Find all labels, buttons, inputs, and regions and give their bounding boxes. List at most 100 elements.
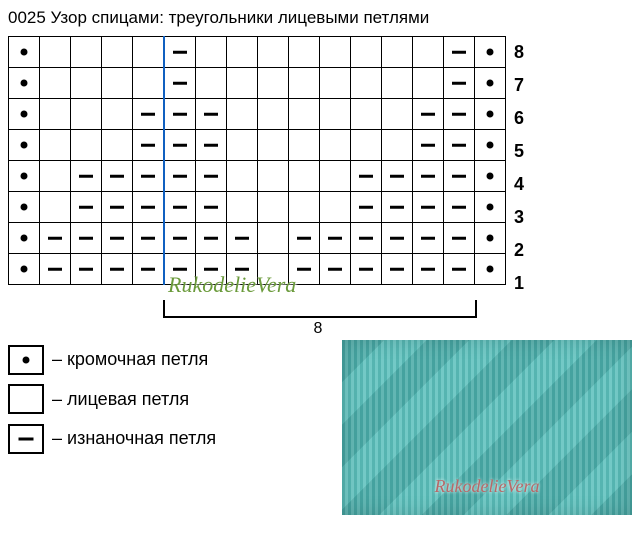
chart-cell [227, 223, 258, 254]
chart-cell [289, 37, 320, 68]
chart-cell [413, 254, 444, 285]
chart-cell [40, 161, 71, 192]
chart-cell [196, 192, 227, 223]
legend-purl-label: – изнаночная петля [52, 419, 216, 459]
chart-cell [413, 161, 444, 192]
dot-icon [8, 345, 44, 375]
row-number: 7 [514, 69, 524, 102]
chart-cell [40, 68, 71, 99]
chart-cell [289, 254, 320, 285]
chart-cell [164, 192, 196, 223]
chart-cell [133, 68, 165, 99]
chart-cell [102, 161, 133, 192]
chart-cell [164, 37, 196, 68]
chart-cell [258, 99, 289, 130]
chart-cell [351, 68, 382, 99]
chart-cell [71, 254, 102, 285]
chart-cell [196, 99, 227, 130]
chart-cell [9, 130, 40, 161]
chart-cell [413, 37, 444, 68]
chart-cell [475, 161, 506, 192]
chart-cell [71, 99, 102, 130]
legend-knit-label: – лицевая петля [52, 380, 189, 420]
chart-cell [258, 37, 289, 68]
chart-cell [102, 99, 133, 130]
chart-cell [258, 68, 289, 99]
chart-cell [320, 223, 351, 254]
row-number: 3 [514, 201, 524, 234]
chart-cell [413, 99, 444, 130]
chart-cell [40, 192, 71, 223]
chart-cell [9, 68, 40, 99]
chart-cell [351, 192, 382, 223]
chart-cell [102, 68, 133, 99]
chart-cell [164, 161, 196, 192]
chart-cell [475, 99, 506, 130]
chart-cell [40, 254, 71, 285]
chart-area: 87654321 [8, 36, 632, 300]
chart-cell [133, 161, 165, 192]
chart-cell [133, 223, 165, 254]
chart-cell [351, 37, 382, 68]
chart-cell [258, 223, 289, 254]
chart-cell [444, 37, 475, 68]
chart-cell [102, 130, 133, 161]
dash-icon [8, 424, 44, 454]
chart-cell [289, 223, 320, 254]
chart-cell [475, 68, 506, 99]
chart-cell [9, 161, 40, 192]
chart-cell [289, 130, 320, 161]
chart-cell [102, 254, 133, 285]
chart-cell [289, 161, 320, 192]
chart-cell [196, 37, 227, 68]
chart-cell [71, 37, 102, 68]
chart-cell [71, 68, 102, 99]
chart-cell [444, 254, 475, 285]
empty-icon [8, 384, 44, 414]
chart-cell [227, 192, 258, 223]
chart-cell [102, 192, 133, 223]
chart-cell [164, 223, 196, 254]
chart-cell [382, 130, 413, 161]
chart-cell [382, 192, 413, 223]
chart-cell [9, 37, 40, 68]
chart-cell [40, 130, 71, 161]
chart-cell [196, 130, 227, 161]
chart-cell [382, 254, 413, 285]
row-number: 2 [514, 234, 524, 267]
chart-cell [475, 223, 506, 254]
chart-cell [133, 254, 165, 285]
legend-purl: – изнаночная петля [8, 419, 216, 459]
chart-cell [71, 130, 102, 161]
chart-cell [196, 161, 227, 192]
chart-cell [9, 99, 40, 130]
chart-cell [164, 68, 196, 99]
chart-cell [9, 192, 40, 223]
legend-edge: – кромочная петля [8, 340, 216, 380]
chart-cell [475, 130, 506, 161]
chart-cell [196, 223, 227, 254]
chart-cell [475, 254, 506, 285]
chart-cell [227, 37, 258, 68]
chart-cell [351, 99, 382, 130]
chart-cell [40, 37, 71, 68]
chart-cell [258, 161, 289, 192]
chart-cell [102, 37, 133, 68]
knit-swatch-photo: RukodelieVera [342, 340, 632, 515]
chart-cell [227, 161, 258, 192]
chart-cell [289, 99, 320, 130]
row-number: 5 [514, 135, 524, 168]
chart-cell [102, 223, 133, 254]
chart-cell [133, 192, 165, 223]
chart-cell [227, 68, 258, 99]
chart-cell [320, 130, 351, 161]
chart-cell [289, 68, 320, 99]
chart-cell [413, 192, 444, 223]
chart-cell [258, 130, 289, 161]
chart-cell [444, 99, 475, 130]
chart-cell [289, 192, 320, 223]
chart-cell [133, 130, 165, 161]
chart-cell [382, 223, 413, 254]
pattern-title: 0025 Узор спицами: треугольники лицевыми… [8, 8, 632, 28]
chart-cell [227, 254, 258, 285]
